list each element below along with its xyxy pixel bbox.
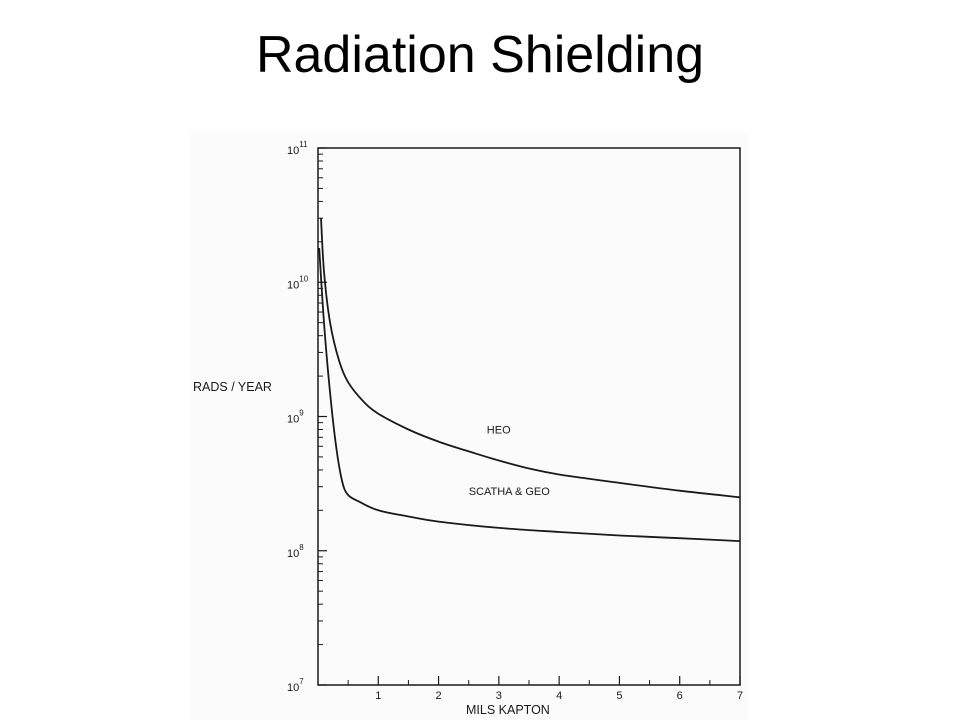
y-tick-exponent: 7 [299, 677, 304, 686]
y-tick-label: 108 [287, 543, 304, 560]
x-tick-label: 5 [616, 690, 622, 702]
curve-labels: HEO SCATHA & GEO [469, 424, 551, 498]
y-tick-base: 10 [287, 682, 299, 694]
y-tick-exponent: 8 [299, 543, 304, 552]
y-tick-exponent: 11 [299, 140, 308, 149]
x-tick-label: 2 [436, 690, 442, 702]
curve-label-heo: HEO [487, 424, 511, 436]
scanned-figure-background [190, 133, 748, 720]
data-curves [318, 218, 741, 542]
slide-title: Radiation Shielding [255, 26, 705, 84]
curve-label-scatha-geo: SCATHA & GEO [469, 486, 551, 498]
y-tick-base: 10 [287, 279, 299, 291]
x-tick-label: 7 [737, 690, 743, 702]
y-axis-label: RADS / YEAR [193, 380, 272, 394]
y-tick-base: 10 [287, 145, 299, 157]
x-tick-label: 4 [556, 690, 562, 702]
y-tick-exponent: 9 [299, 409, 304, 418]
curve-heo [320, 218, 741, 499]
x-tick-label: 6 [677, 690, 683, 702]
y-tick-exponent: 10 [299, 274, 308, 283]
x-tick-label: 3 [496, 690, 502, 702]
y-tick-label: 1011 [287, 140, 308, 157]
y-tick-label: 1010 [287, 274, 309, 291]
curve-scatha-geo [318, 247, 741, 542]
y-tick-label: 107 [287, 677, 304, 694]
x-axis-ticks: 1 2 3 4 5 6 7 [347, 676, 743, 702]
y-tick-base: 10 [287, 548, 299, 560]
y-tick-base: 10 [287, 414, 299, 426]
y-tick-label: 109 [287, 409, 304, 426]
x-axis-label: MILS KAPTON [466, 703, 550, 717]
x-tick-label: 1 [375, 690, 381, 702]
